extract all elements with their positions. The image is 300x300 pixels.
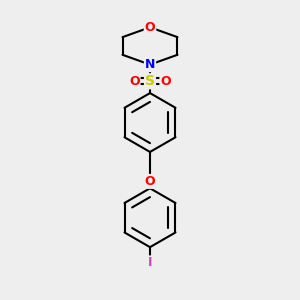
Text: O: O: [145, 175, 155, 188]
Text: O: O: [129, 75, 140, 88]
Text: I: I: [148, 256, 152, 269]
Text: O: O: [145, 21, 155, 34]
Text: O: O: [160, 75, 171, 88]
Text: S: S: [145, 74, 155, 88]
Text: N: N: [145, 58, 155, 71]
